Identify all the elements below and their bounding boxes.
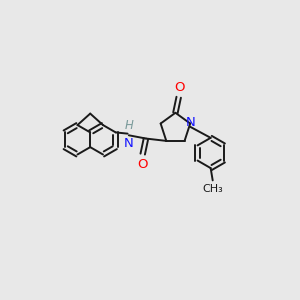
Text: O: O xyxy=(137,158,148,171)
Text: O: O xyxy=(174,81,184,94)
Text: N: N xyxy=(124,137,133,150)
Text: H: H xyxy=(124,119,133,132)
Text: N: N xyxy=(186,116,196,129)
Text: CH₃: CH₃ xyxy=(202,184,223,194)
